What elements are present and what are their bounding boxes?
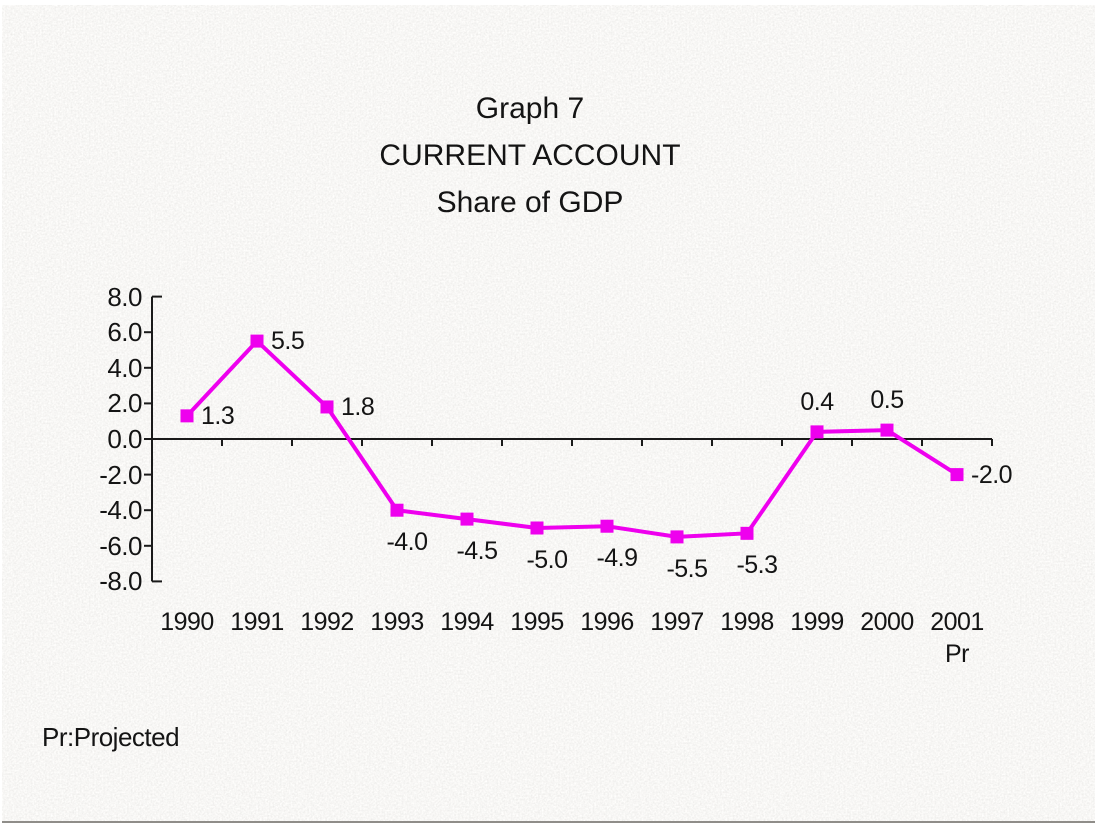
chart-title-line-1: Graph 7	[475, 92, 585, 125]
chart-title: Graph 7 CURRENT ACCOUNT Share of GDP	[330, 85, 730, 226]
footnote: Pr:Projected	[42, 722, 180, 752]
chart-title-line-3: Share of GDP	[436, 186, 624, 219]
chart-title-line-2: CURRENT ACCOUNT	[379, 139, 681, 172]
